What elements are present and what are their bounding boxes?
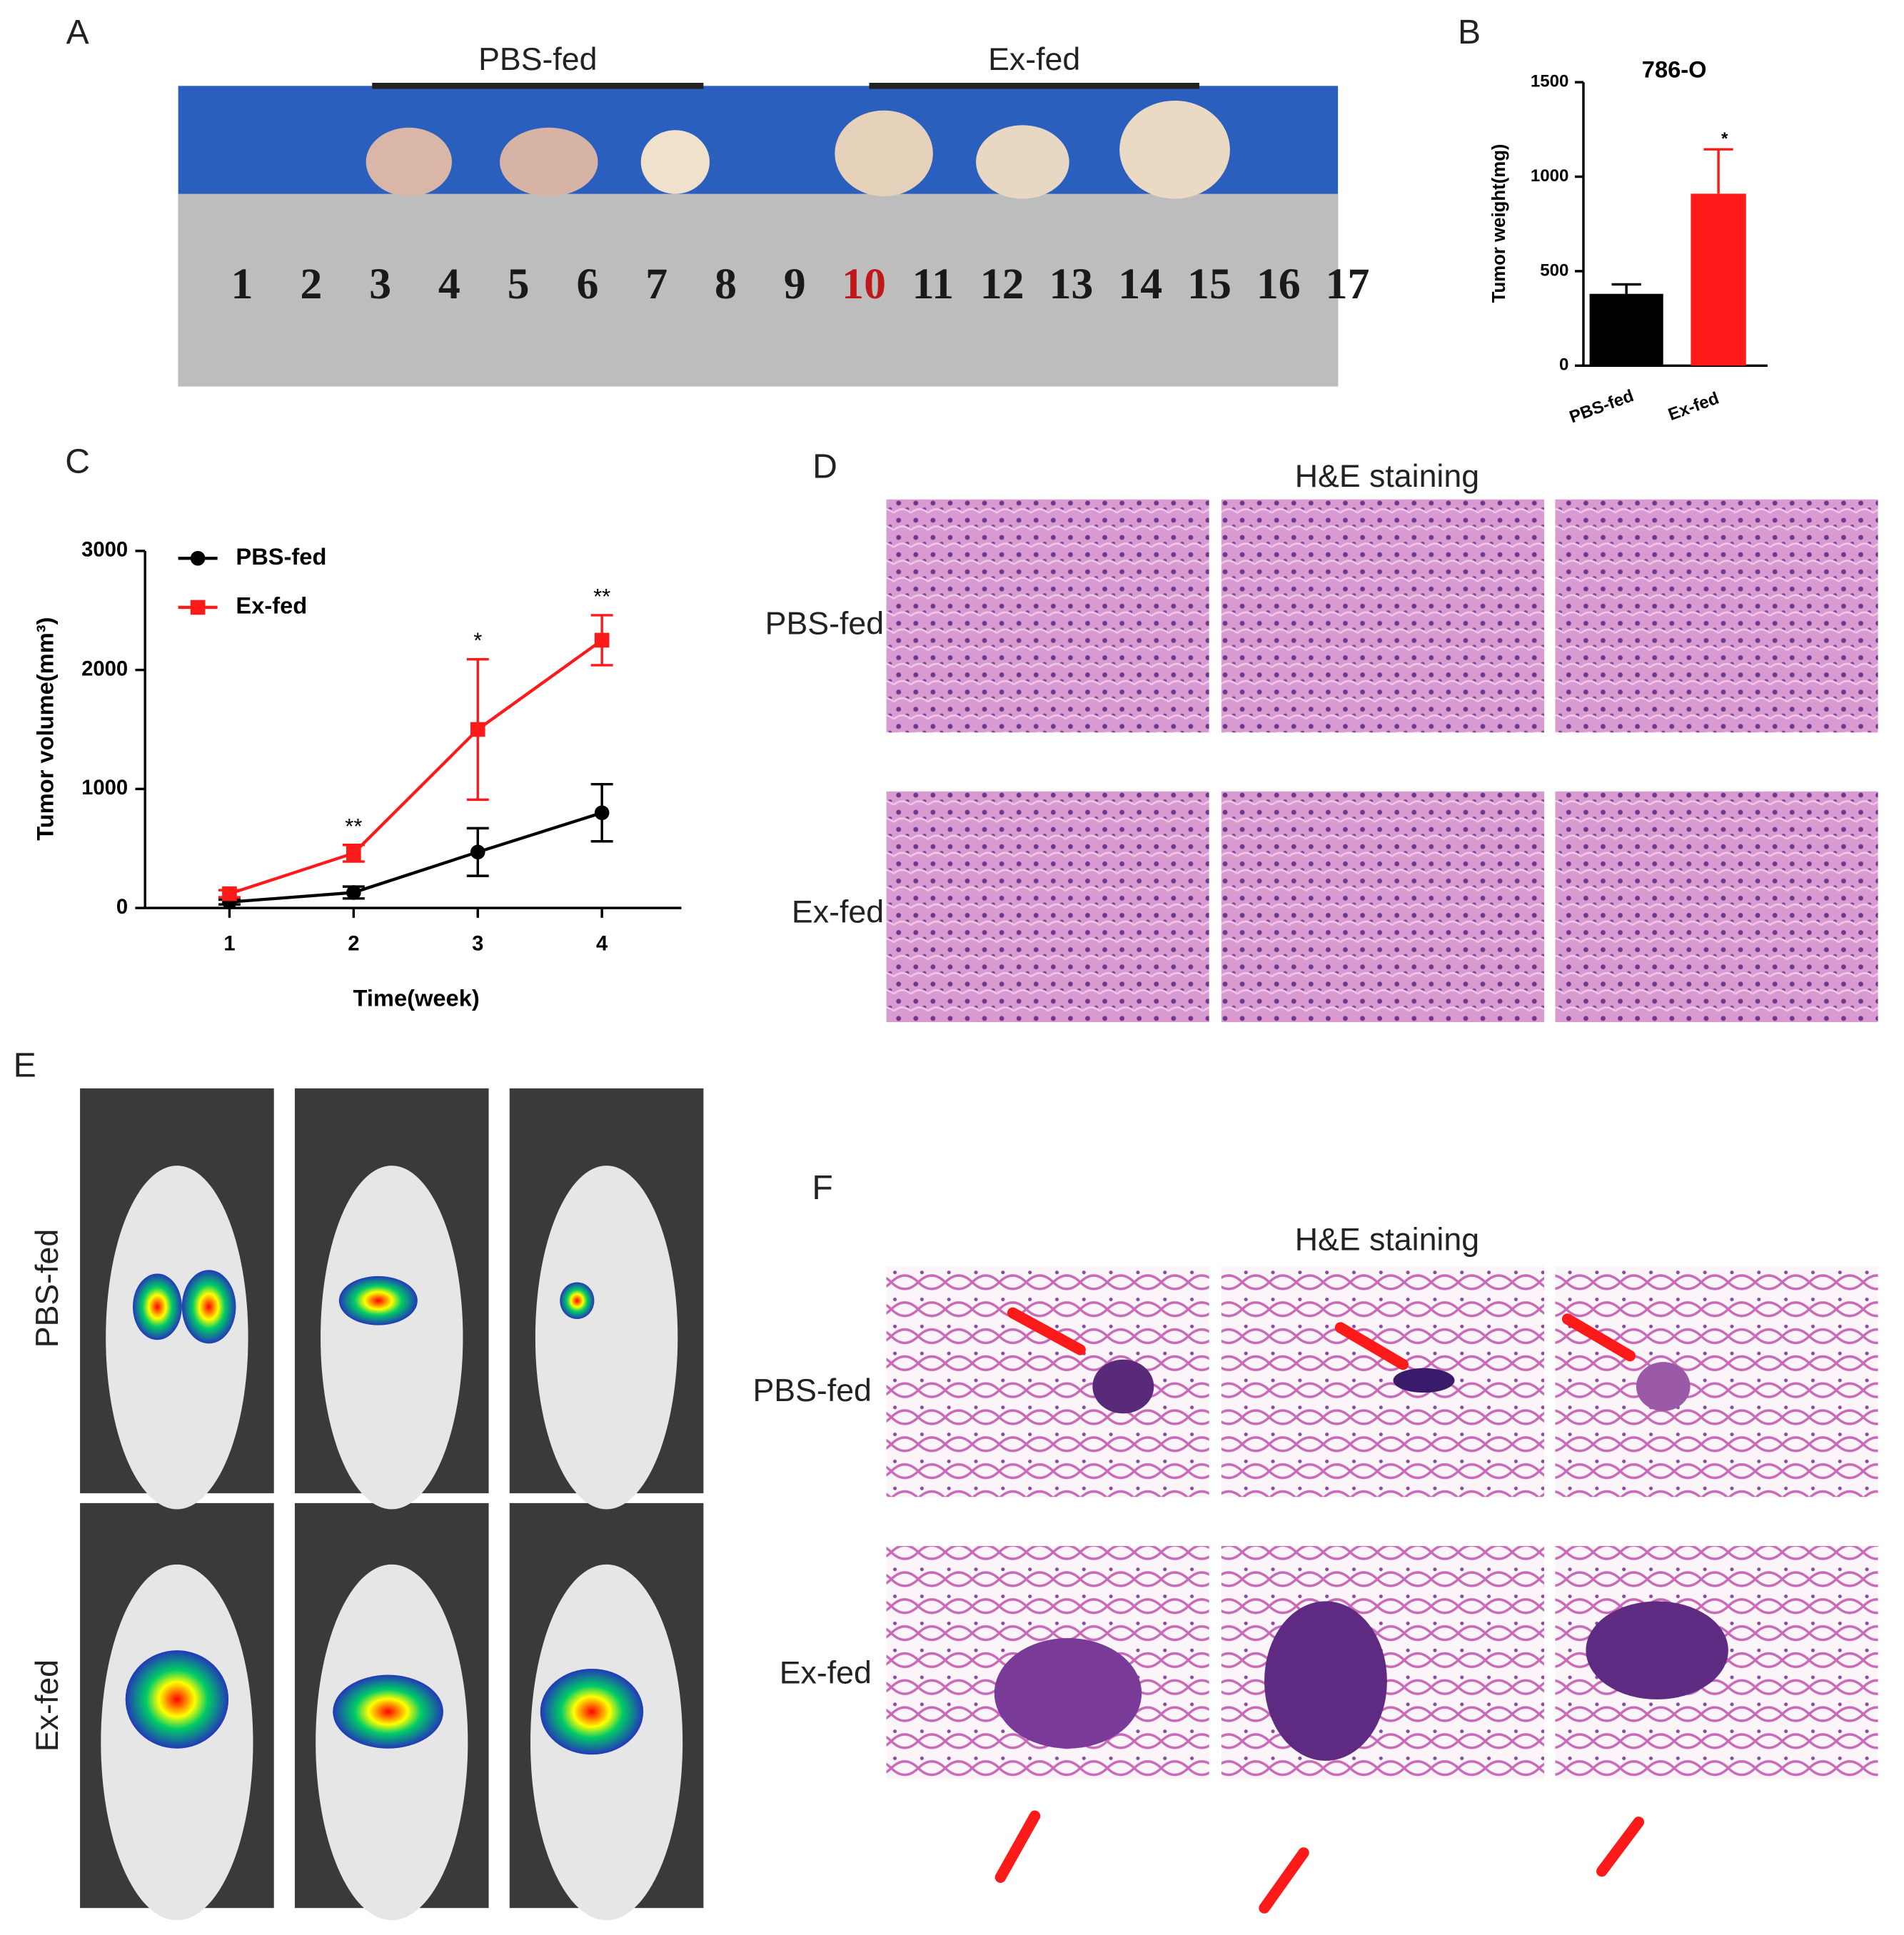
panel-letter: B <box>1458 13 1481 51</box>
y-axis-label: Tumor volume(mm³) <box>31 617 58 841</box>
y-tick-label: 0 <box>1559 355 1568 375</box>
panel-letter: A <box>66 13 89 51</box>
ruler-number: 2 <box>300 260 322 308</box>
ruler-number: 12 <box>980 260 1024 308</box>
y-tick-label: 0 <box>116 896 128 919</box>
ruler-number: 9 <box>784 260 806 308</box>
significance: ** <box>593 584 610 609</box>
group-label: Ex-fed <box>988 42 1080 77</box>
ruler-number: 10 <box>842 260 886 308</box>
point <box>594 632 610 648</box>
imaging-grid <box>80 1088 704 1921</box>
x-tick-label: 2 <box>348 932 359 955</box>
ruler-number: 16 <box>1256 260 1301 308</box>
panel-title: H&E staining <box>1295 1223 1479 1258</box>
x-tick-label: PBS-fed <box>1567 386 1636 427</box>
series-line <box>229 811 603 904</box>
ruler-number: 13 <box>1049 260 1093 308</box>
ruler-number: 8 <box>715 260 737 308</box>
he-grid-f <box>886 1266 1878 1914</box>
panel-title: H&E staining <box>1295 459 1479 494</box>
y-tick-label: 1000 <box>81 777 128 799</box>
panel-letter: F <box>812 1168 832 1207</box>
chart-title: 786-O <box>1642 56 1707 82</box>
point <box>470 722 485 737</box>
legend-label: PBS-fed <box>236 543 326 570</box>
he-grid-d <box>886 499 1878 1022</box>
point <box>346 846 361 861</box>
point <box>346 885 361 900</box>
point <box>594 805 610 821</box>
ruler-number: 4 <box>438 260 460 308</box>
ruler-number: 7 <box>645 260 668 308</box>
row-label: Ex-fed <box>30 1659 65 1752</box>
ruler-number: 3 <box>369 260 391 308</box>
x-tick-label: 3 <box>472 932 483 955</box>
panel-letter: C <box>65 443 90 481</box>
x-tick-label: Ex-fed <box>1666 388 1721 425</box>
significance: * <box>1721 129 1728 148</box>
significance: * <box>473 628 482 653</box>
point <box>222 886 237 901</box>
legend-marker <box>190 600 206 615</box>
ruler-number: 6 <box>576 260 598 308</box>
ruler-number: 14 <box>1118 260 1162 308</box>
panel-letter: D <box>812 447 837 485</box>
significance: ** <box>345 814 362 839</box>
ruler-number: 17 <box>1326 260 1370 308</box>
row-label: Ex-fed <box>792 895 884 930</box>
panel-letter: E <box>14 1046 36 1084</box>
y-tick-label: 3000 <box>81 539 128 562</box>
x-tick-label: 4 <box>596 932 608 955</box>
legend-marker <box>190 550 206 566</box>
ruler-number: 1 <box>231 260 253 308</box>
legend-label: Ex-fed <box>236 592 307 619</box>
y-tick-label: 2000 <box>81 657 128 680</box>
x-axis-label: Time(week) <box>353 985 479 1011</box>
y-tick-label: 1500 <box>1531 72 1569 91</box>
row-label: PBS-fed <box>30 1229 65 1348</box>
ruler-number: 5 <box>508 260 530 308</box>
ruler-number: 15 <box>1187 260 1231 308</box>
ruler-number: 11 <box>912 260 954 308</box>
row-label: PBS-fed <box>752 1373 871 1408</box>
x-tick-label: 1 <box>223 932 235 955</box>
row-label: PBS-fed <box>765 607 884 642</box>
tumor-photo <box>178 86 1339 387</box>
y-tick-label: 500 <box>1540 261 1568 280</box>
row-label: Ex-fed <box>780 1655 872 1690</box>
y-axis-label: Tumor weight(mg) <box>1489 143 1509 303</box>
y-tick-label: 1000 <box>1531 166 1569 186</box>
group-label: PBS-fed <box>478 42 597 77</box>
point <box>470 844 485 860</box>
series-line <box>228 639 603 896</box>
bar <box>1691 193 1746 366</box>
bar <box>1589 293 1663 366</box>
